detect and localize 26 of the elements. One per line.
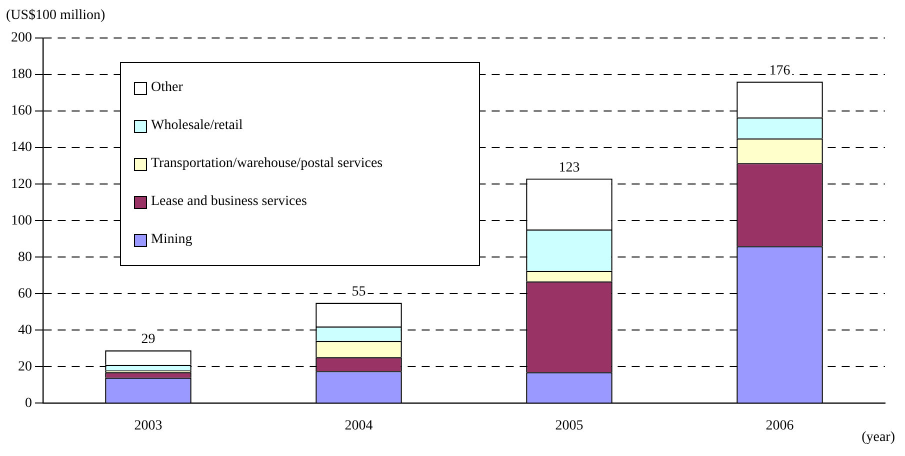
total-label: 29: [141, 332, 156, 347]
y-tick-label: 180: [11, 67, 32, 82]
legend-label: Lease and business services: [151, 194, 307, 210]
legend-label: Wholesale/retail: [151, 118, 243, 134]
x-tick-label: 2006: [766, 418, 794, 434]
total-label: 55: [352, 284, 366, 300]
y-tick-label: 100: [11, 213, 32, 228]
x-axis-title: (year): [862, 430, 895, 446]
y-axis-title: (US$100 million): [6, 8, 106, 24]
x-tick-label: 2004: [344, 418, 373, 434]
legend-label: Other: [151, 80, 183, 96]
y-tick-label: 160: [11, 104, 32, 119]
legend-label: Mining: [151, 232, 192, 248]
y-tick-label: 0: [25, 396, 32, 411]
y-tick-label: 80: [18, 250, 32, 265]
y-tick-label: 60: [18, 286, 32, 302]
legend-label: Transportation/warehouse/postal services: [151, 156, 383, 172]
y-tick-label: 40: [18, 322, 32, 338]
total-label: 176: [769, 63, 790, 78]
y-tick-label: 140: [11, 140, 32, 156]
total-label: 123: [558, 160, 580, 176]
y-tick-label: 20: [18, 359, 32, 374]
y-tick-label: 120: [11, 176, 32, 192]
x-tick-label: 2003: [134, 418, 162, 434]
x-tick-label: 2005: [555, 418, 584, 434]
y-tick-label: 200: [11, 30, 32, 46]
